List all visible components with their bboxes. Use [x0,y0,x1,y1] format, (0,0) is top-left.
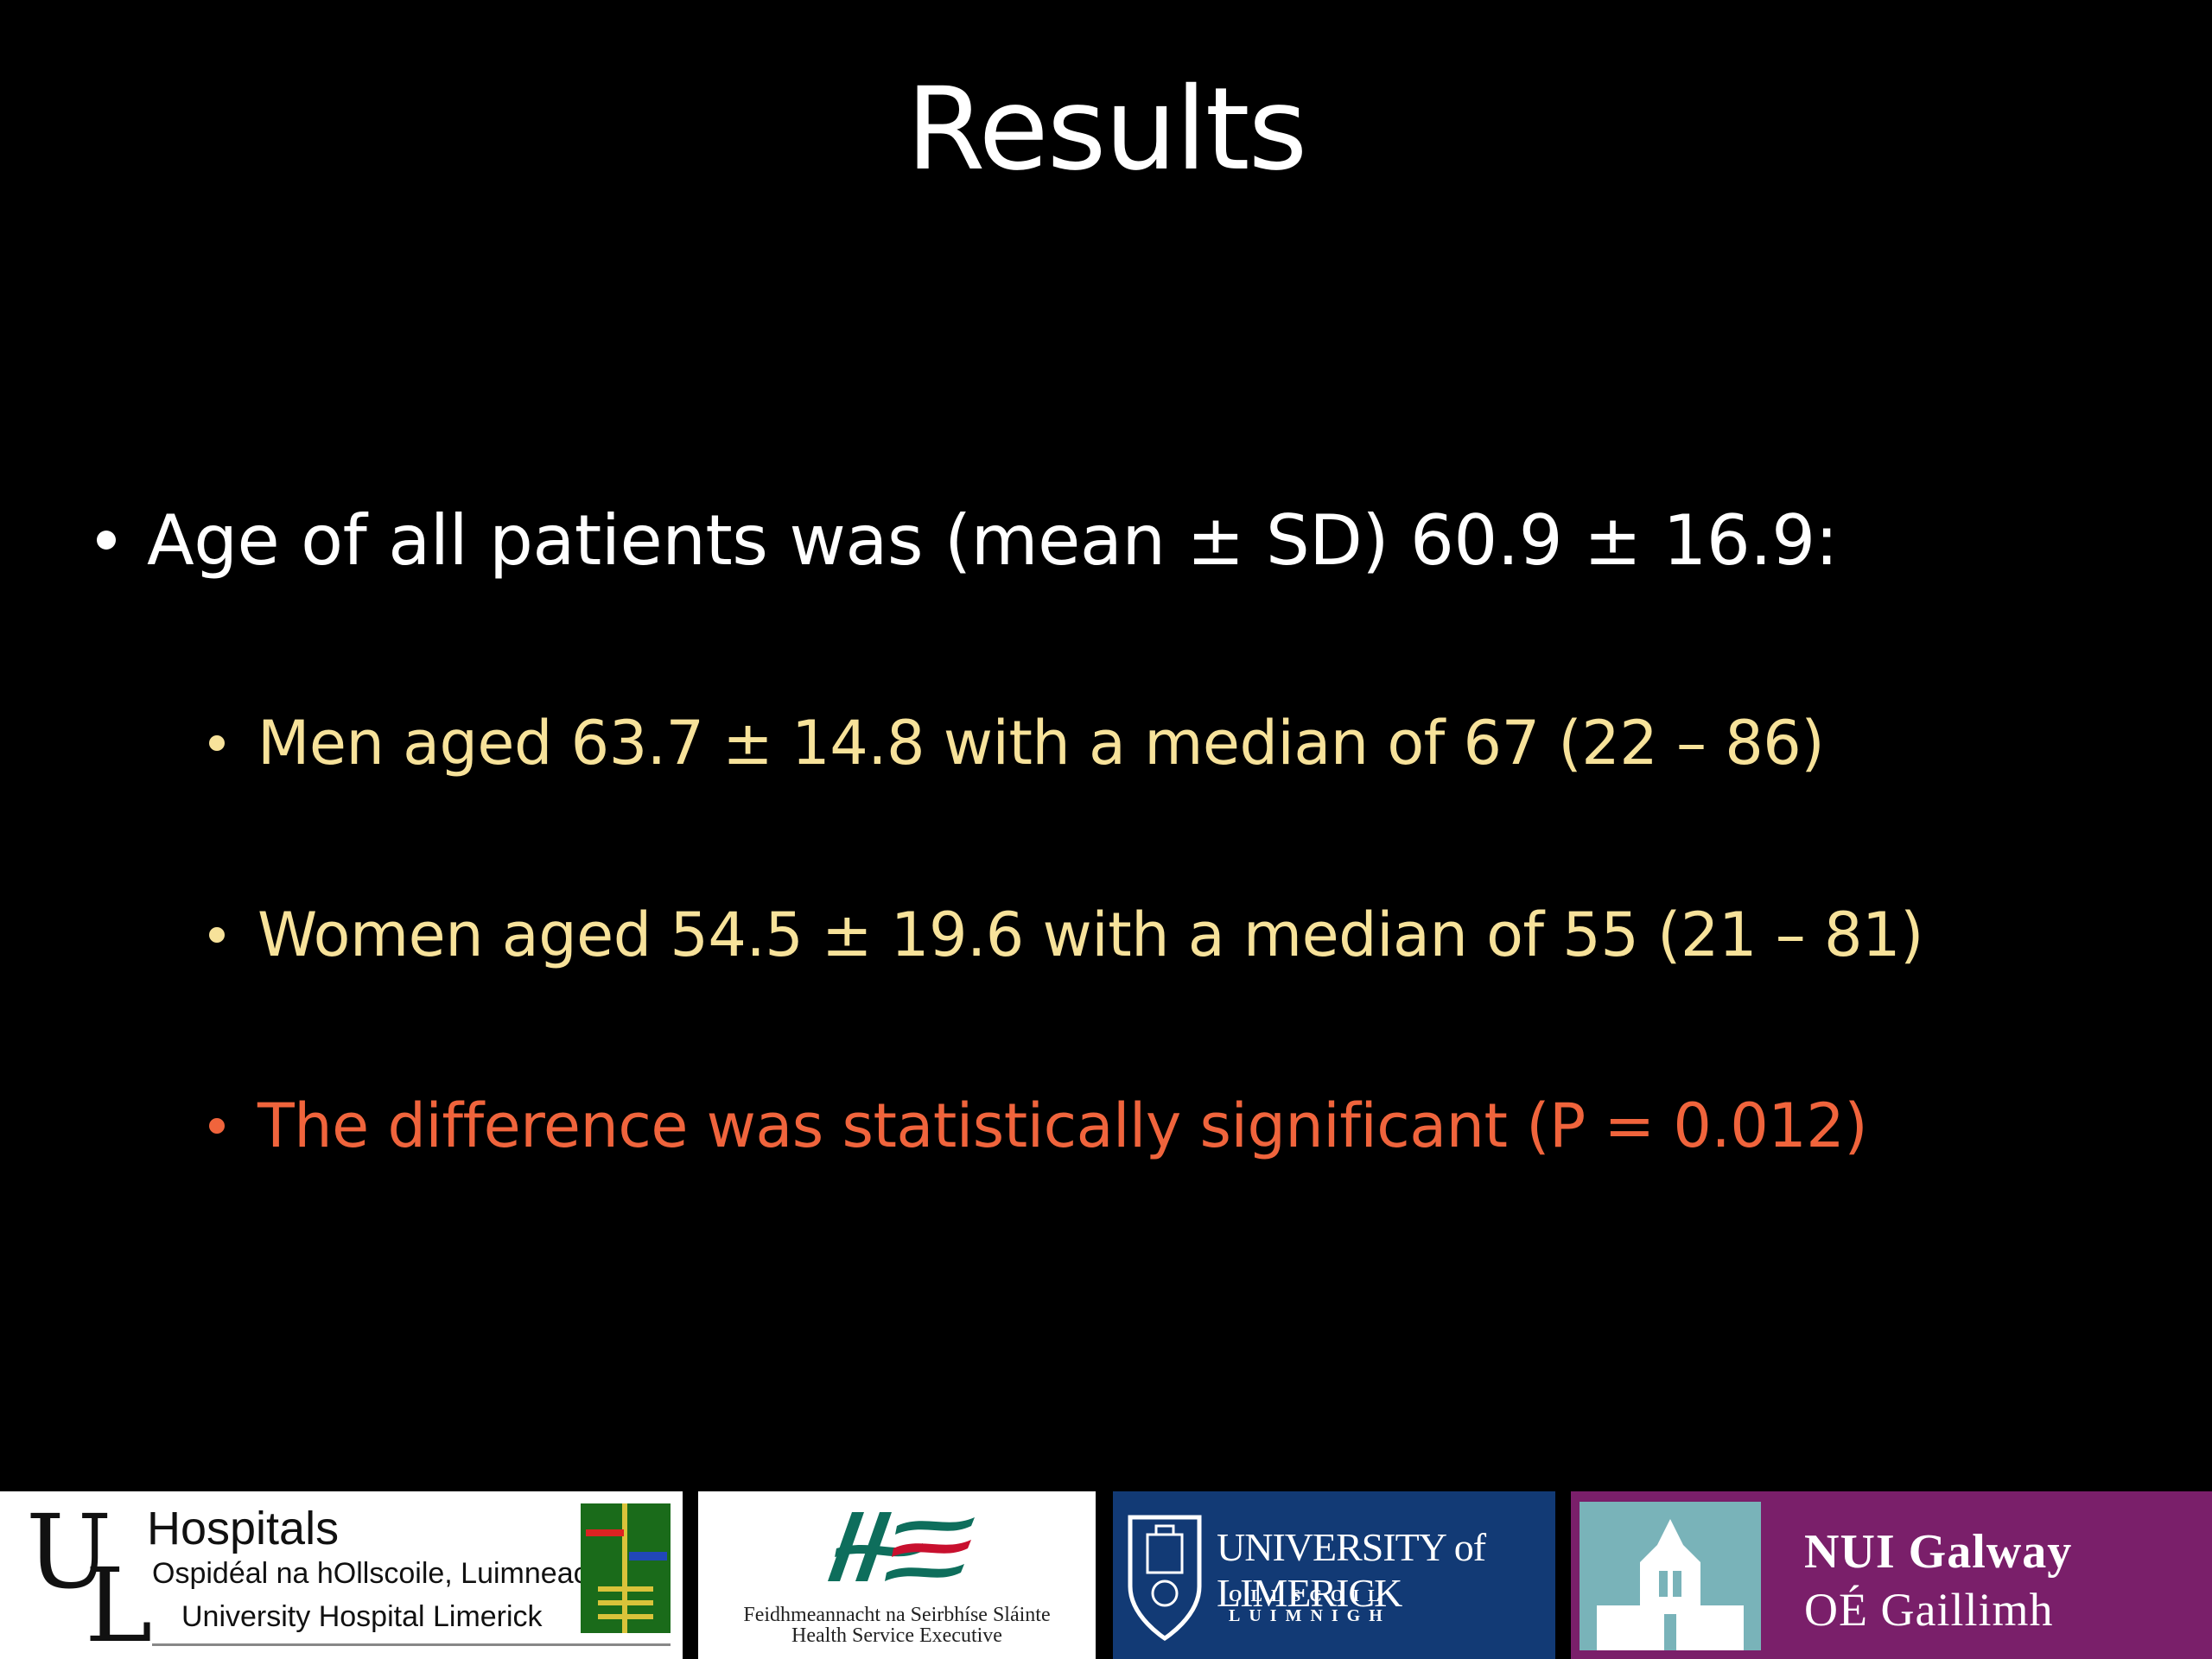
hse-english-name: Health Service Executive [791,1624,1002,1647]
sub-bullet-text: Women aged 54.5 ± 19.6 with a median of … [257,899,1923,970]
uol-irish-name: OLLSCOIL LUIMNIGH [1229,1586,1391,1625]
sub-bullet-text: Men aged 63.7 ± 14.8 with a median of 67… [257,708,1825,779]
bullet-dot-icon [97,531,116,550]
hse-logo: Feidhmeannacht na Seirbhíse Sláinte Heal… [698,1491,1096,1659]
nui-quadrangle-icon [1580,1502,1761,1650]
sub-bullet-text: The difference was statistically signifi… [257,1090,1868,1161]
ul-monogram: U L [19,1492,157,1659]
nui-galway-irish-name: OÉ Gaillimh [1804,1584,2054,1636]
ul-divider [152,1643,671,1646]
ul-hospitals-name: Hospitals [147,1503,340,1554]
ul-hospitals-emblem-icon [581,1503,671,1633]
bullet-age-all-patients: Age of all patients was (mean ± SD) 60.9… [97,493,1839,588]
bullet-dot-icon [209,1118,225,1134]
ul-letter-l: L [85,1546,153,1659]
ul-letter-u: U [26,1492,112,1611]
slide-title: Results [906,63,1308,196]
sub-bullet-men: Men aged 63.7 ± 14.8 with a median of 67… [209,700,1825,786]
uol-crest-icon [1128,1515,1202,1641]
bullet-dot-icon [209,735,225,751]
nui-galway-name: NUI Galway [1804,1525,2073,1579]
nui-galway-logo: NUI Galway OÉ Gaillimh [1571,1491,2212,1659]
uol-name: UNIVERSITY of LIMERICK [1217,1525,1486,1615]
ul-hospitals-irish-name: Ospidéal na hOllscoile, Luimneach [152,1557,605,1590]
bullet-dot-icon [209,927,225,943]
bullet-text: Age of all patients was (mean ± SD) 60.9… [147,499,1839,581]
logo-strip: U L Hospitals Ospidéal na hOllscoile, Lu… [0,1491,2212,1659]
sub-bullet-significance: The difference was statistically signifi… [209,1083,1868,1169]
ul-hospitals-logo: U L Hospitals Ospidéal na hOllscoile, Lu… [0,1491,683,1659]
hse-mark-icon [828,1512,975,1581]
sub-bullet-women: Women aged 54.5 ± 19.6 with a median of … [209,892,1923,978]
hse-irish-name: Feidhmeannacht na Seirbhíse Sláinte [743,1604,1051,1626]
university-of-limerick-logo: UNIVERSITY of LIMERICK OLLSCOIL LUIMNIGH [1113,1491,1555,1659]
ul-hospitals-english-name: University Hospital Limerick [181,1600,543,1633]
